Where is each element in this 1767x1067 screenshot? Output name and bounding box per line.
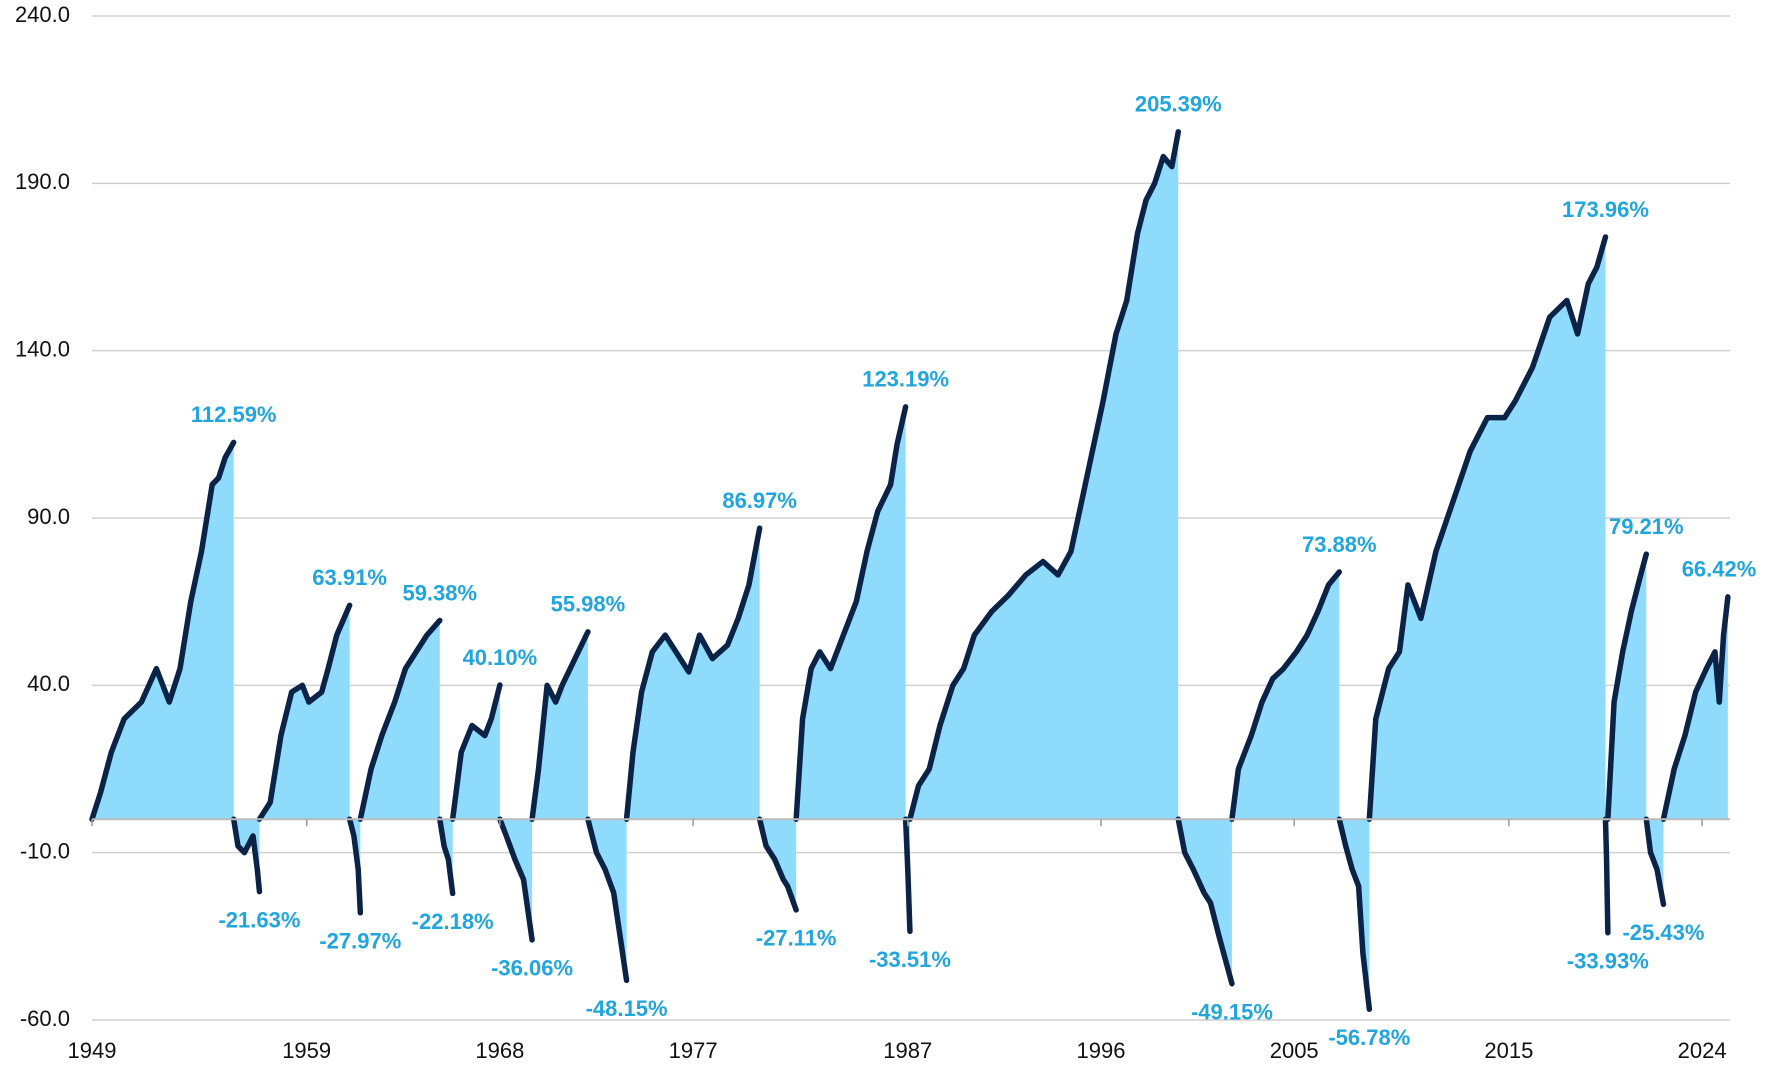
area-fill [92, 442, 234, 820]
line [449, 682, 503, 822]
line [346, 816, 364, 916]
line [585, 816, 630, 984]
x-tick-label: 1977 [669, 1038, 718, 1063]
data-label: 63.91% [312, 565, 387, 590]
data-label: -48.15% [586, 996, 668, 1021]
x-tick-label: 2015 [1484, 1038, 1533, 1063]
y-tick-label: 40.0 [27, 671, 70, 696]
line [907, 129, 1182, 822]
area-fill [452, 684, 500, 820]
line [1336, 816, 1373, 1012]
x-tick-label: 1987 [883, 1038, 932, 1063]
line [256, 602, 353, 822]
area-fill [1231, 571, 1340, 820]
data-label: 40.10% [463, 645, 538, 670]
data-label: -21.63% [218, 907, 300, 932]
line [230, 816, 263, 895]
x-tick-label: 1949 [68, 1038, 117, 1063]
data-label: 86.97% [722, 488, 797, 513]
line [1660, 594, 1731, 822]
data-label: -33.51% [869, 947, 951, 972]
data-label: -56.78% [1328, 1025, 1410, 1050]
area-fill [233, 819, 260, 892]
data-label: -36.06% [491, 956, 573, 981]
data-label: 66.42% [1682, 557, 1757, 582]
line [756, 816, 799, 913]
x-tick-label: 1996 [1077, 1038, 1126, 1063]
data-label: 123.19% [862, 367, 949, 392]
data-label: -33.93% [1567, 949, 1649, 974]
area-fill [796, 406, 906, 820]
data-label: 79.21% [1609, 514, 1684, 539]
area-fill [499, 819, 533, 940]
data-label: 173.96% [1562, 197, 1649, 222]
y-tick-label: -60.0 [20, 1006, 70, 1031]
area-fill [360, 620, 440, 820]
line [1229, 569, 1343, 822]
line [1602, 816, 1611, 936]
data-label: 112.59% [191, 402, 277, 427]
area-fill [909, 131, 1179, 820]
y-tick-label: 240.0 [15, 2, 70, 27]
line [1366, 234, 1609, 822]
x-tick-label: 2024 [1678, 1038, 1727, 1063]
line [497, 816, 535, 943]
line [1605, 551, 1650, 822]
y-tick-label: 140.0 [15, 336, 70, 361]
x-tick-label: 2005 [1270, 1038, 1319, 1063]
plot-area [89, 129, 1731, 1012]
y-tick-label: 190.0 [15, 169, 70, 194]
data-label: -49.15% [1191, 1000, 1273, 1025]
line [89, 439, 237, 822]
line [1175, 816, 1235, 987]
y-tick-label: 90.0 [27, 504, 70, 529]
line [437, 816, 456, 897]
data-label: -27.97% [319, 929, 401, 954]
area-fill [626, 528, 760, 820]
data-label: -22.18% [412, 909, 494, 934]
data-label: 73.88% [1302, 532, 1377, 557]
data-label: -27.11% [756, 926, 837, 951]
line [529, 629, 591, 822]
data-label: 55.98% [551, 592, 626, 617]
data-label: 59.38% [402, 580, 477, 605]
data-label: -25.43% [1622, 920, 1704, 945]
area-fill [1369, 237, 1606, 820]
area-fill [1663, 596, 1728, 820]
area-fill [349, 819, 361, 913]
area-fill [587, 819, 627, 981]
x-tick-label: 1968 [475, 1038, 524, 1063]
y-tick-label: -10.0 [20, 838, 70, 863]
line [902, 816, 913, 935]
data-label: 205.39% [1135, 92, 1222, 117]
line [623, 525, 763, 822]
x-tick-label: 1959 [282, 1038, 331, 1063]
line [357, 617, 443, 822]
area-fill [532, 631, 588, 820]
line [793, 404, 909, 822]
area-fill [1607, 554, 1647, 820]
line [1643, 816, 1667, 908]
area-fill [259, 605, 350, 820]
area-fill [1339, 819, 1370, 1010]
